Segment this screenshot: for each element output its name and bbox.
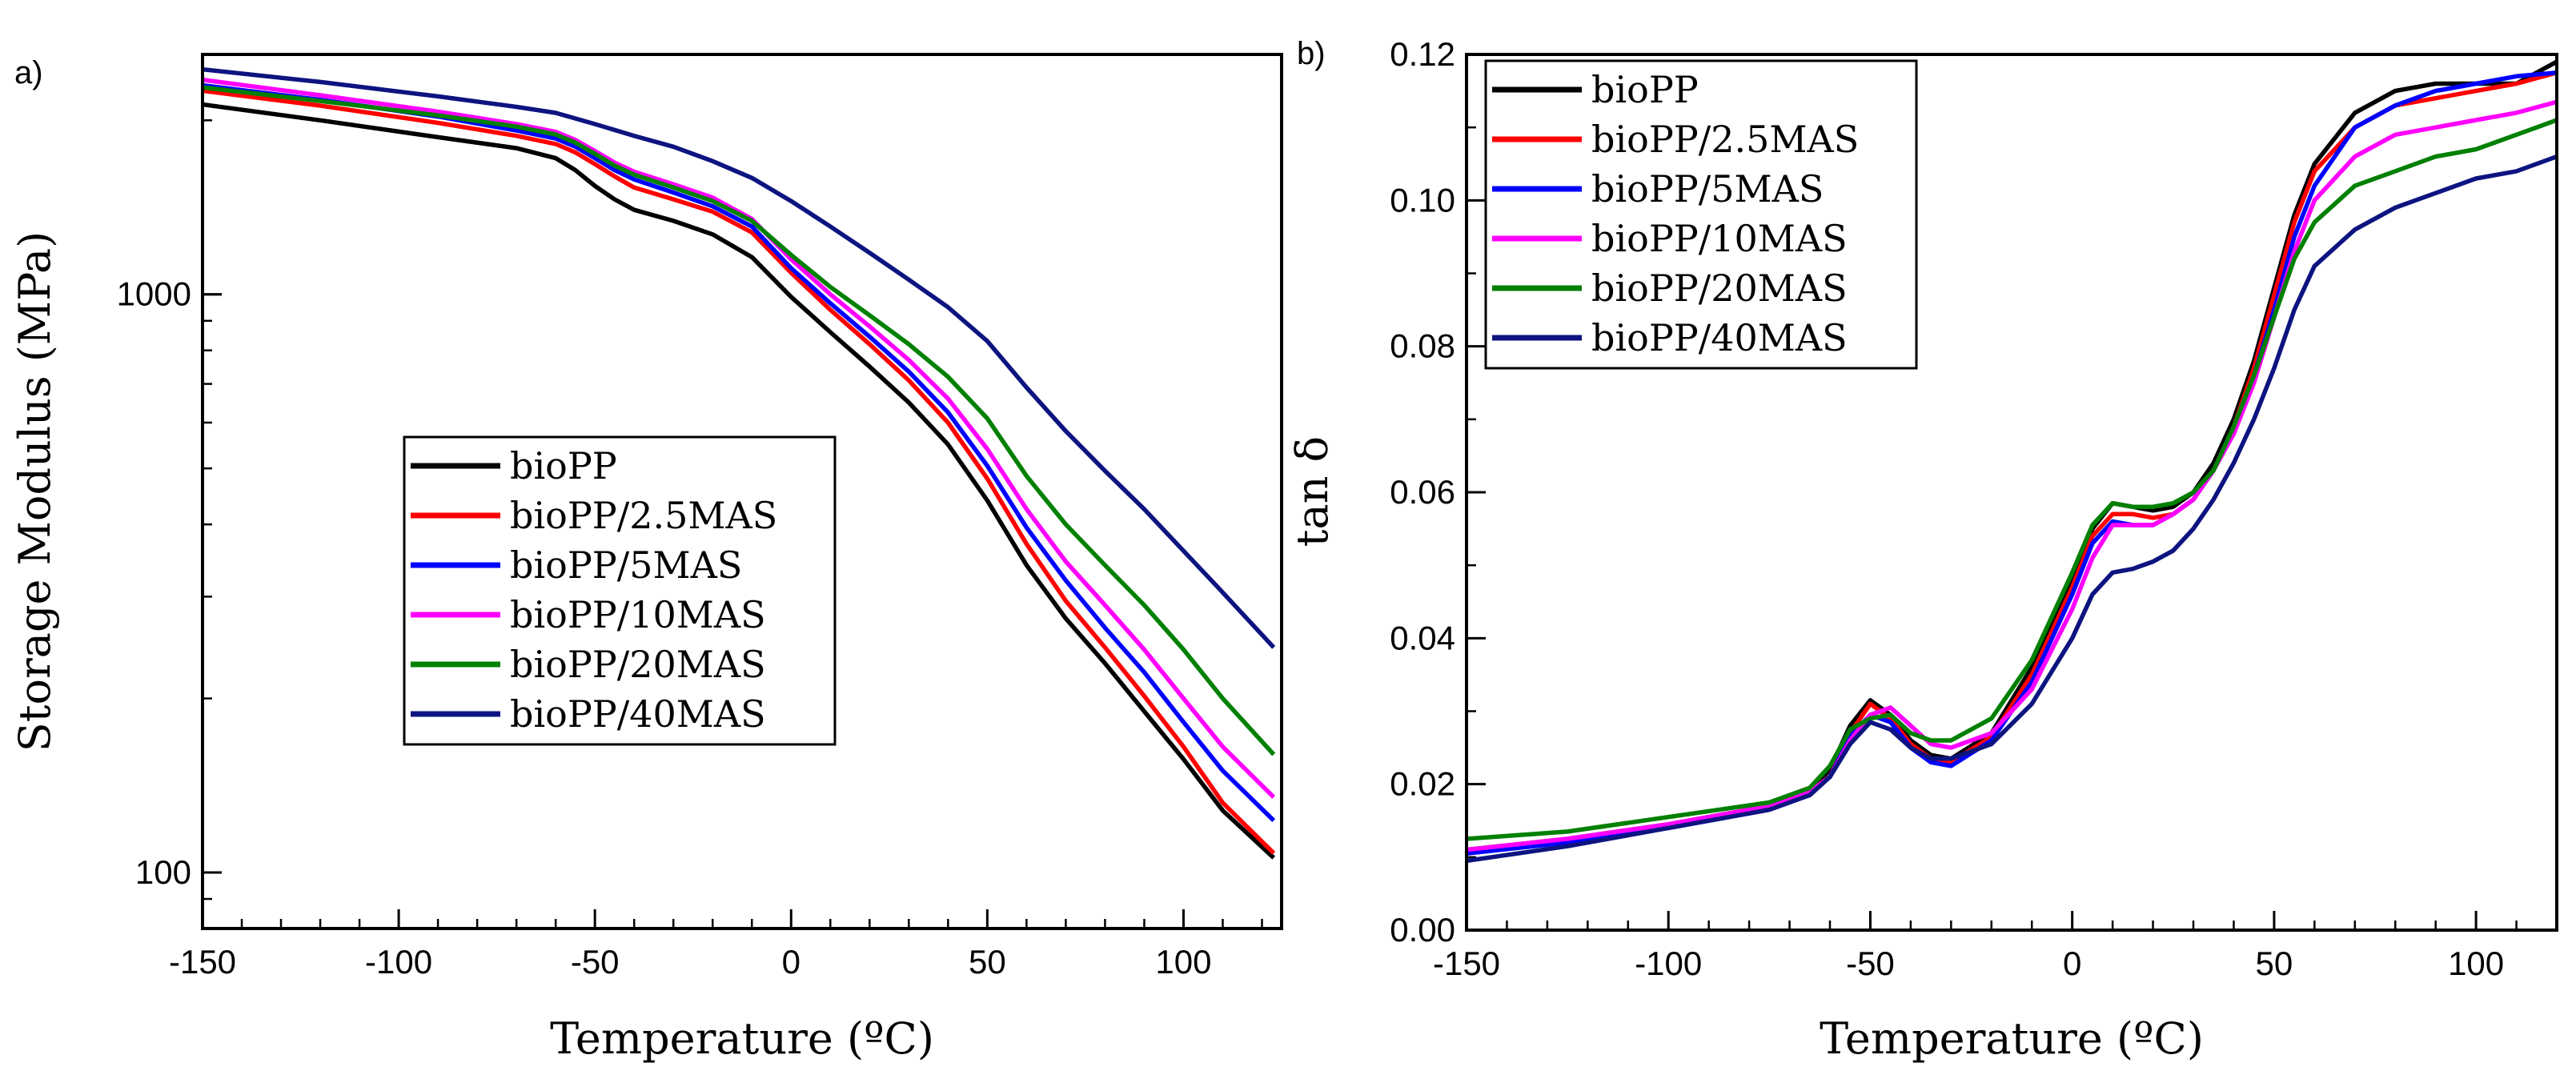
panel-a-ylabel: Storage Modulus (MPa) [10, 231, 60, 752]
series-line-biopp [203, 102, 1276, 860]
panel-b-legend-box [1484, 59, 1918, 370]
x-tick-label: 0 [2063, 945, 2081, 982]
legend-label: bioPP/10MAS [1591, 217, 1848, 260]
series-line-biopp-40mas [1467, 154, 2557, 864]
y-tick-label: 1000 [117, 275, 191, 313]
series-line-biopp-20mas [1467, 118, 2557, 841]
panel-a-series [203, 66, 1276, 860]
y-tick-label: 0.04 [1390, 619, 1455, 656]
legend-label: bioPP/2.5MAS [510, 494, 777, 537]
panel-a-legend: bioPP bioPP/2.5MAS bioPP/5MAS bioPP/10MAS bi… [403, 435, 837, 746]
panel-b-series [1467, 59, 2557, 864]
y-tick-label: 0.10 [1390, 181, 1455, 219]
x-tick-label: -100 [365, 943, 432, 981]
legend-label: bioPP/20MAS [1591, 267, 1848, 310]
legend-label: bioPP/40MAS [510, 692, 766, 736]
x-tick-label: 100 [2448, 945, 2504, 982]
series-line-biopp-2-5mas [203, 88, 1276, 855]
series-line-biopp-10mas [203, 77, 1276, 799]
legend-label: bioPP [510, 444, 617, 487]
x-tick-label: -50 [571, 943, 620, 981]
x-tick-label: -100 [1635, 945, 1702, 982]
panel-a-letter: a) [14, 55, 43, 90]
panel-b-tick-labels: -150 -100 -50 0 50 100 0.00 0.02 0.04 0.06 0.08 0.1… [1390, 35, 2504, 982]
y-tick-label: 0.06 [1390, 473, 1455, 511]
y-tick-label: 0.12 [1390, 35, 1455, 73]
series-line-biopp-5mas [203, 82, 1276, 823]
panel-b-xlabel: Temperature (ºC) [1820, 1013, 2204, 1064]
panel-b-letter: b) [1297, 36, 1326, 71]
legend-label: bioPP/2.5MAS [1591, 118, 1859, 161]
legend-label: bioPP/5MAS [1591, 167, 1824, 211]
legend-label: bioPP/10MAS [510, 593, 766, 636]
panel-a-legend-box [403, 435, 837, 746]
x-tick-label: -150 [1433, 945, 1500, 982]
panel-b-legend: bioPP bioPP/2.5MAS bioPP/5MAS bioPP/10MAS bi… [1484, 59, 1918, 370]
x-tick-label: -50 [1846, 945, 1895, 982]
y-tick-label: 0.08 [1390, 327, 1455, 365]
y-tick-label: 0.02 [1390, 765, 1455, 803]
y-tick-label: 100 [135, 853, 191, 891]
legend-label: bioPP/5MAS [510, 544, 742, 587]
x-tick-label: 50 [969, 943, 1006, 981]
panel-a-tick-labels: -150 -100 -50 0 50 100 100 1000 [117, 275, 1212, 981]
x-tick-label: 0 [782, 943, 800, 981]
x-tick-label: -150 [169, 943, 236, 981]
panel-a-xlabel: Temperature (ºC) [550, 1013, 934, 1064]
y-tick-label: 0.00 [1390, 911, 1455, 949]
legend-label: bioPP/40MAS [1591, 316, 1848, 359]
series-line-biopp-20mas [203, 85, 1276, 756]
x-tick-label: 100 [1155, 943, 1211, 981]
legend-label: bioPP/20MAS [510, 643, 766, 686]
legend-label: bioPP [1591, 68, 1699, 111]
panel-b-frame [1465, 53, 2558, 932]
series-line-biopp-40mas [203, 66, 1276, 649]
panel-b: b) -150 -100 -50 0 50 100 0.00 0.02 0.04 0.06 0.08… [1287, 35, 2558, 1064]
x-tick-label: 50 [2256, 945, 2293, 982]
panel-a: a) -150 -100 -50 0 50 100 100 1000 Temperature … [10, 53, 1283, 1064]
panel-a-frame [201, 53, 1283, 930]
panel-b-ylabel: tan δ [1287, 436, 1338, 547]
